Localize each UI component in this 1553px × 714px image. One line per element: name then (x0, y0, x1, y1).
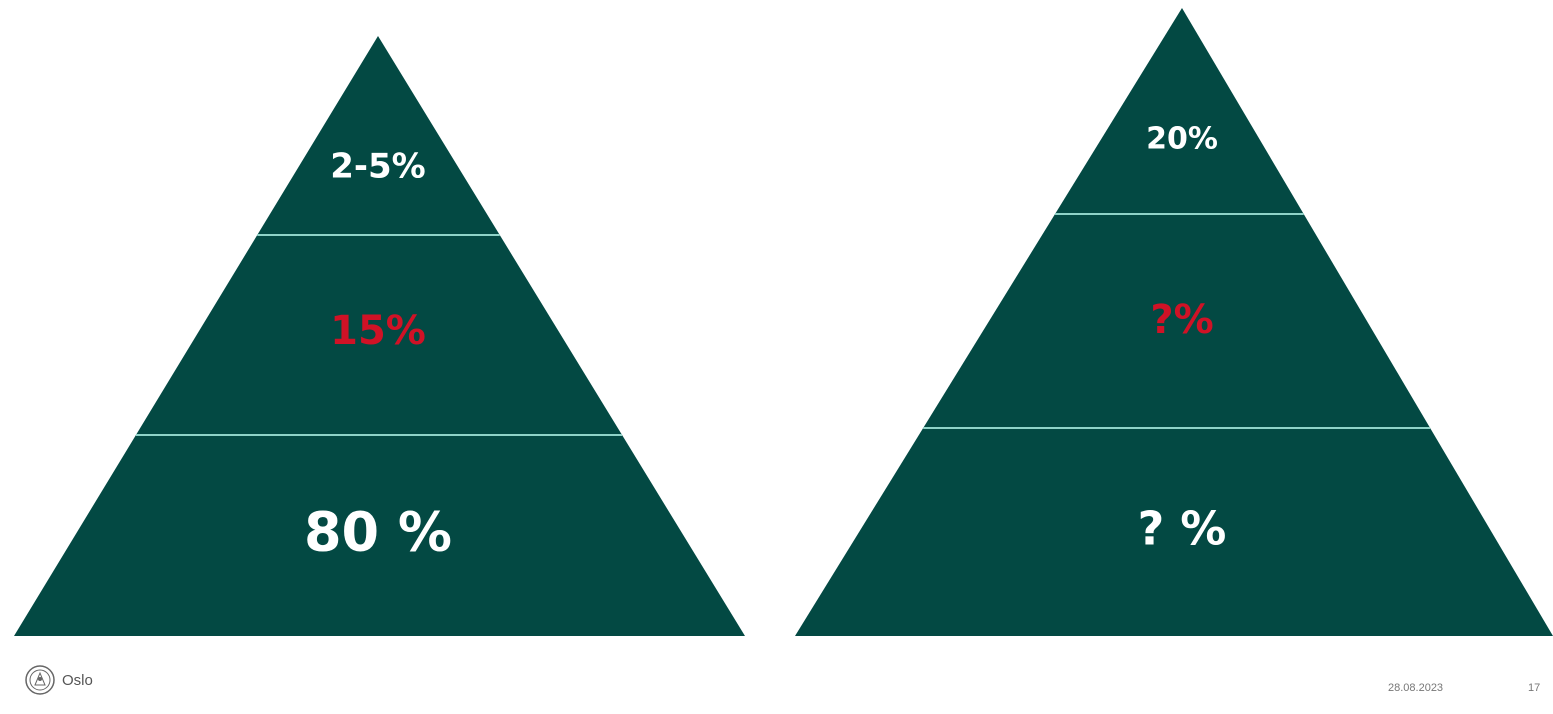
page-number: 17 (1528, 682, 1540, 694)
footer-logo-name: Oslo (62, 672, 93, 689)
pyramid-1-tier-2-label: 15% (330, 308, 426, 354)
pyramid-1-tier-1-label: 2-5% (330, 147, 426, 187)
pyramid-1-tier-3-label: 80 % (304, 501, 452, 564)
pyramid-2-tier-1-label: 20% (1146, 122, 1218, 157)
oslo-seal-icon (24, 664, 56, 696)
footer-date: 28.08.2023 (1388, 682, 1443, 694)
footer-logo: Oslo (24, 664, 93, 696)
pyramid-2-tier-2-label: ?% (1150, 297, 1213, 343)
pyramid-2-tier-3-label: ? % (1138, 502, 1227, 556)
pyramid-1: 2-5% 15% 80 % (14, 36, 745, 636)
pyramid-2: 20%?% ? % (795, 8, 1553, 636)
